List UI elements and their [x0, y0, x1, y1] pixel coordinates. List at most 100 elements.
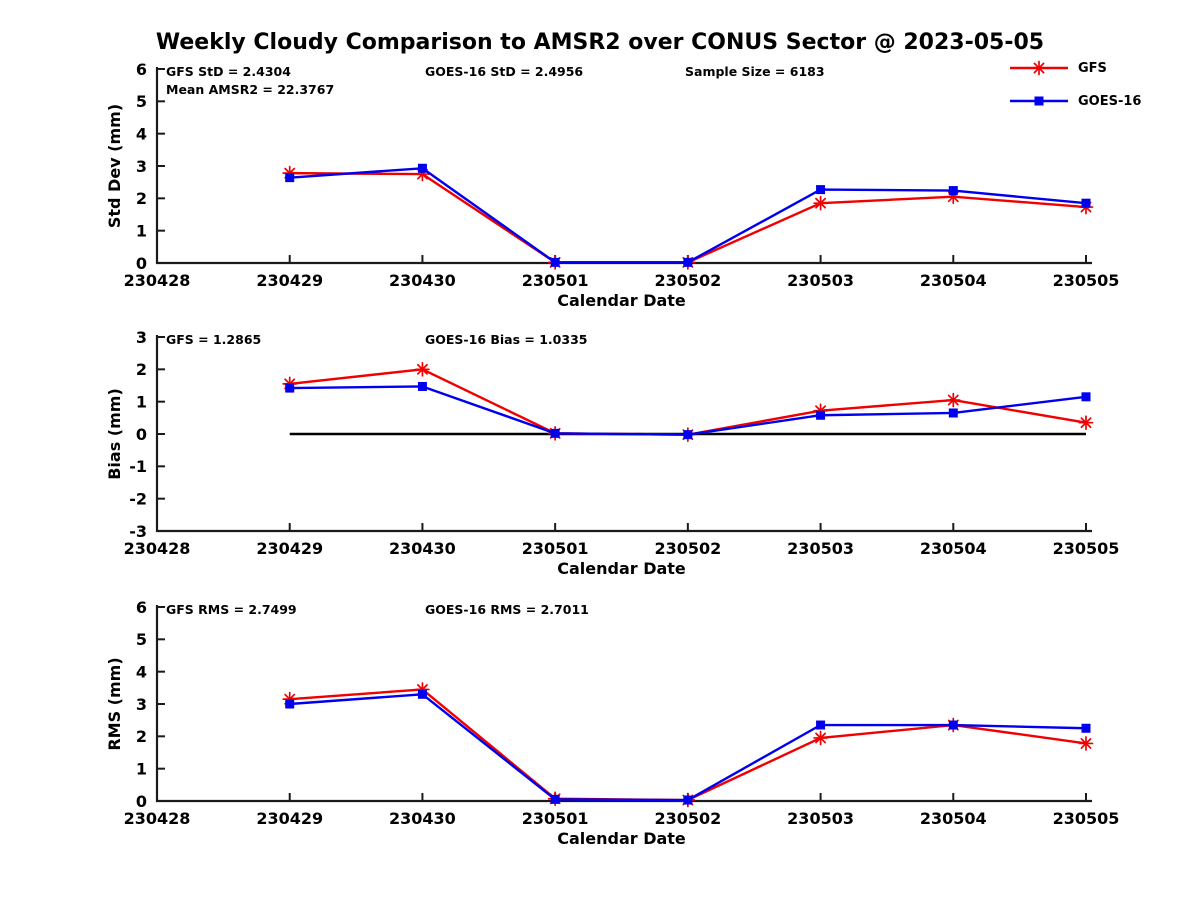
- square-marker: [1081, 723, 1091, 733]
- series-line-gfs: [289, 368, 1087, 436]
- x-tick-label: 230430: [389, 809, 456, 828]
- square-marker: [1034, 96, 1044, 106]
- y-tick-label: -2: [129, 489, 147, 508]
- stat-annotation: Sample Size = 6183: [685, 64, 825, 79]
- square-marker: [417, 689, 427, 699]
- y-tick-label: 1: [136, 221, 147, 240]
- x-tick-label: 230505: [1053, 809, 1120, 828]
- legend-item-goes-16: GOES-16: [1008, 93, 1141, 109]
- stat-annotation: Mean AMSR2 = 22.3767: [166, 82, 334, 97]
- y-tick-label: 1: [136, 392, 147, 411]
- series-line-gfs: [289, 171, 1087, 264]
- x-tick-label: 230504: [920, 271, 987, 290]
- square-marker: [550, 794, 560, 804]
- x-tick-label: 230428: [124, 539, 191, 558]
- x-tick-label: 230429: [256, 271, 323, 290]
- y-tick-label: 2: [136, 360, 147, 379]
- square-marker: [550, 428, 560, 438]
- x-tick-label: 230502: [654, 271, 721, 290]
- square-marker: [816, 720, 826, 730]
- stddev-chart: 0 1 2 3 4 5 6 230428 230429 230430 230501 230502 230…: [105, 60, 1120, 309]
- asterisk-marker: [1078, 415, 1094, 431]
- y-axis-label: Std Dev (mm): [105, 104, 124, 228]
- legend-item-gfs: GFS: [1008, 60, 1141, 76]
- y-tick-label: 1: [136, 759, 147, 778]
- x-tick-label: 230501: [522, 539, 589, 558]
- square-marker: [948, 408, 958, 418]
- y-tick-label: 0: [136, 425, 147, 444]
- x-tick-label: 230503: [787, 271, 854, 290]
- stat-annotation: GFS = 1.2865: [166, 332, 261, 347]
- series-line-gfs: [289, 688, 1087, 802]
- x-tick-label: 230505: [1053, 271, 1120, 290]
- square-marker: [816, 410, 826, 420]
- square-marker: [285, 699, 295, 709]
- asterisk-marker: [1078, 736, 1094, 751]
- y-tick-label: 0: [136, 792, 147, 811]
- y-tick-label: 3: [136, 157, 147, 176]
- square-marker: [1081, 392, 1091, 402]
- y-tick-label: 6: [136, 60, 147, 79]
- chart-legend: GFS GOES-16: [1008, 60, 1141, 109]
- square-marker: [417, 381, 427, 391]
- square-marker: [816, 185, 826, 195]
- rms-chart: 0 1 2 3 4 5 6 230428 230429 230430 230501 230502 230…: [105, 598, 1120, 847]
- x-tick-label: 230502: [654, 809, 721, 828]
- y-tick-label: 4: [136, 662, 147, 681]
- y-tick-label: 4: [136, 124, 147, 143]
- stat-annotation: GOES-16 Bias = 1.0335: [425, 332, 587, 347]
- x-axis-label: Calendar Date: [557, 291, 686, 309]
- y-tick-label: -3: [129, 522, 147, 541]
- square-marker: [550, 257, 560, 267]
- x-tick-label: 230504: [920, 539, 987, 558]
- x-tick-label: 230501: [522, 271, 589, 290]
- y-tick-label: 2: [136, 189, 147, 208]
- x-tick-label: 230504: [920, 809, 987, 828]
- stat-annotation: GOES-16 RMS = 2.7011: [425, 602, 589, 617]
- y-tick-label: 3: [136, 695, 147, 714]
- asterisk-marker: [813, 195, 828, 211]
- square-marker: [948, 186, 958, 196]
- square-marker: [1081, 198, 1091, 208]
- legend-label: GFS: [1078, 60, 1107, 76]
- square-marker: [417, 163, 427, 173]
- asterisk-marker: [945, 392, 961, 408]
- square-marker: [683, 430, 693, 440]
- y-tick-label: 2: [136, 727, 147, 746]
- legend-label: GOES-16: [1078, 93, 1142, 109]
- legend-marker-square-icon: [1010, 96, 1068, 106]
- stat-annotation: GOES-16 StD = 2.4956: [425, 64, 583, 79]
- y-tick-label: 3: [136, 328, 147, 347]
- x-axis-label: Calendar Date: [557, 559, 686, 577]
- square-marker: [683, 257, 693, 267]
- x-axis-label: Calendar Date: [557, 829, 686, 847]
- y-tick-label: 6: [136, 598, 147, 617]
- stat-annotation: GFS RMS = 2.7499: [166, 602, 297, 617]
- y-tick-label: 5: [136, 630, 147, 649]
- asterisk-marker: [415, 361, 430, 377]
- stat-annotation: GFS StD = 2.4304: [166, 64, 291, 79]
- square-marker: [285, 383, 295, 393]
- x-tick-label: 230505: [1053, 539, 1120, 558]
- x-tick-label: 230429: [256, 539, 323, 558]
- asterisk-marker: [813, 730, 828, 746]
- y-axis-label: RMS (mm): [105, 657, 124, 750]
- asterisk-marker: [1031, 60, 1047, 76]
- y-axis-label: Bias (mm): [105, 388, 124, 480]
- square-marker: [948, 720, 958, 730]
- series-line-goes-16: [289, 167, 1087, 264]
- x-tick-label: 230501: [522, 809, 589, 828]
- x-tick-label: 230428: [124, 271, 191, 290]
- y-tick-label: -1: [129, 457, 147, 476]
- y-tick-label: 5: [136, 92, 147, 111]
- x-tick-label: 230503: [787, 809, 854, 828]
- x-tick-label: 230429: [256, 809, 323, 828]
- square-marker: [683, 795, 693, 805]
- x-tick-label: 230503: [787, 539, 854, 558]
- figure-title: Weekly Cloudy Comparison to AMSR2 over C…: [155, 30, 1045, 55]
- x-tick-label: 230430: [389, 539, 456, 558]
- legend-marker-asterisk-icon: [1010, 60, 1068, 76]
- x-tick-label: 230430: [389, 271, 456, 290]
- series-line-goes-16: [289, 693, 1087, 802]
- x-tick-label: 230502: [654, 539, 721, 558]
